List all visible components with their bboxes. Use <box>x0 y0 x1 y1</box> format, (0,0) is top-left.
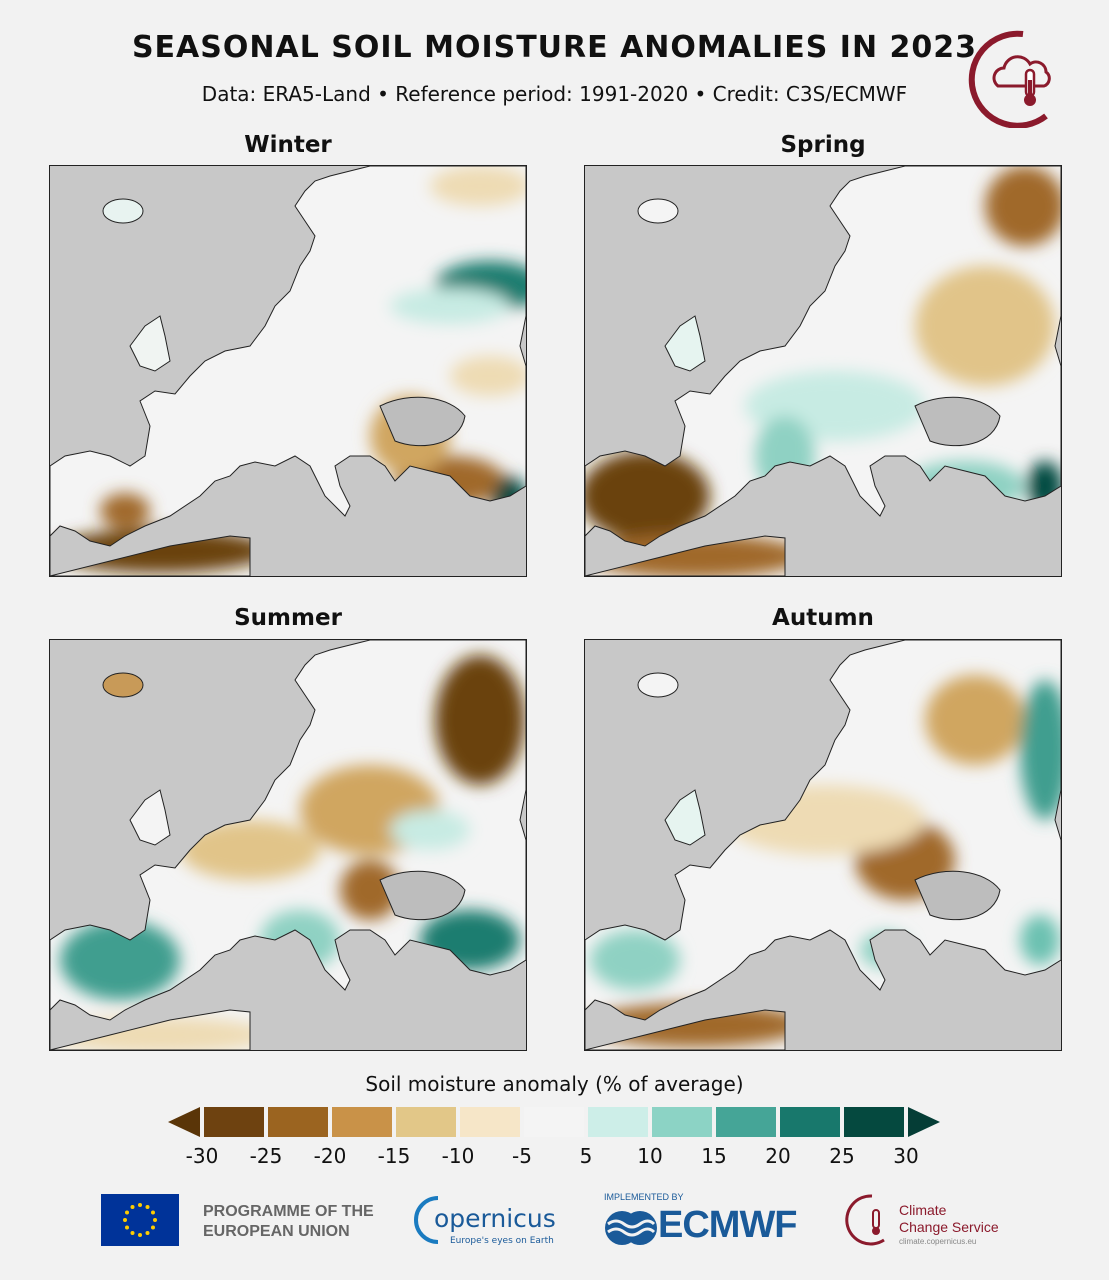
eu-star-icon <box>153 1218 157 1222</box>
eu-star-icon <box>138 1233 142 1237</box>
legend-tick-label: -30 <box>185 1144 219 1168</box>
legend-tick-label: 20 <box>765 1144 791 1168</box>
ccs-line2: Change Service <box>899 1219 999 1235</box>
legend-tick-label: 5 <box>579 1144 593 1168</box>
eu-star-icon <box>138 1203 142 1207</box>
panel-title-autumn: Autumn <box>772 605 874 631</box>
legend-swatch <box>524 1107 584 1137</box>
legend-swatch <box>652 1107 712 1137</box>
legend-tick-label: -25 <box>249 1144 283 1168</box>
panel-title-spring: Spring <box>780 132 866 158</box>
ecmwf-text: ECMWF <box>658 1204 798 1246</box>
legend-swatch <box>844 1107 904 1137</box>
chart-title: SEASONAL SOIL MOISTURE ANOMALIES IN 2023 <box>131 30 978 65</box>
legend-arrow-low <box>168 1107 200 1137</box>
chart-subtitle: Data: ERA5-Land • Reference period: 1991… <box>201 82 908 106</box>
map-winter <box>49 165 527 577</box>
eu-star-icon <box>123 1218 127 1222</box>
eu-star-icon <box>145 1230 150 1235</box>
eu-star-icon <box>130 1230 135 1235</box>
legend-swatch <box>780 1107 840 1137</box>
legend-tick-label: 30 <box>893 1144 919 1168</box>
eu-star-icon <box>145 1205 150 1210</box>
legend-arrow-high <box>908 1107 940 1137</box>
legend-tick-label: 25 <box>829 1144 855 1168</box>
eu-flag-icon <box>101 1194 179 1246</box>
ecmwf-waves-icon <box>605 1211 657 1245</box>
legend-tick-label: -5 <box>512 1144 532 1168</box>
eu-star-icon <box>125 1210 130 1215</box>
thermometer-cloud-icon <box>968 30 1051 128</box>
ccs-line1: Climate <box>899 1202 947 1218</box>
legend-swatch <box>268 1107 328 1137</box>
legend-tick-label: 10 <box>637 1144 663 1168</box>
eu-star-icon <box>150 1225 155 1230</box>
copernicus-logo: opernicus Europe's eyes on Earth <box>410 1190 570 1250</box>
legend-swatch <box>588 1107 648 1137</box>
panel-title-winter: Winter <box>244 132 332 158</box>
eu-star-icon <box>150 1210 155 1215</box>
map-summer <box>49 639 527 1051</box>
legend-tick-label: -20 <box>313 1144 347 1168</box>
eu-star-icon <box>125 1225 130 1230</box>
implemented-by: IMPLEMENTED BY <box>604 1192 684 1202</box>
legend-swatch <box>332 1107 392 1137</box>
ccs-logo: Climate Change Service climate.copernicu… <box>842 1192 1022 1252</box>
eu-star-icon <box>130 1205 135 1210</box>
legend-swatch <box>396 1107 456 1137</box>
legend-tick-label: -15 <box>377 1144 411 1168</box>
panel-title-summer: Summer <box>234 605 342 631</box>
legend-title: Soil moisture anomaly (% of average) <box>365 1072 744 1096</box>
map-spring <box>584 165 1062 577</box>
legend-colorbar <box>168 1107 940 1137</box>
copernicus-tagline: Europe's eyes on Earth <box>450 1236 554 1246</box>
ecmwf-logo: IMPLEMENTED BY ECMWF <box>600 1192 815 1252</box>
legend-swatch <box>204 1107 264 1137</box>
ccs-url: climate.copernicus.eu <box>899 1237 977 1246</box>
climate-thermometer-icon <box>845 1194 885 1246</box>
legend-swatch <box>716 1107 776 1137</box>
legend-tick-label: 15 <box>701 1144 727 1168</box>
copernicus-name: opernicus <box>434 1204 556 1233</box>
legend-swatch <box>460 1107 520 1137</box>
legend-tick-label: -10 <box>441 1144 475 1168</box>
eu-programme-text: PROGRAMME OF THE EUROPEAN UNION <box>203 1203 374 1240</box>
map-autumn <box>584 639 1062 1051</box>
